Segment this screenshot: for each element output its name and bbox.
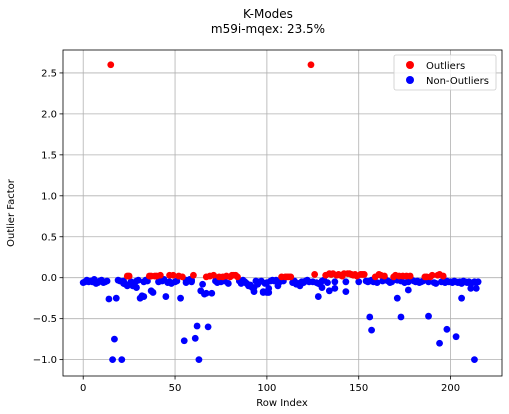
x-tick-label: 200	[441, 383, 460, 394]
y-tick-label: −0.5	[33, 314, 57, 325]
grid	[63, 50, 502, 376]
non-outlier-point	[331, 278, 339, 286]
non-outlier-point	[296, 281, 304, 289]
non-outlier-point	[111, 335, 118, 343]
x-tick-label: 0	[80, 383, 86, 394]
non-outlier-point	[452, 333, 460, 341]
chart-subtitle: m59i-mqex: 23.5%	[211, 22, 325, 36]
y-tick-label: 0.5	[41, 232, 57, 243]
outlier-point	[307, 61, 315, 69]
non-outlier-point	[373, 279, 381, 287]
non-outlier-point	[342, 278, 350, 286]
non-outlier-point	[474, 278, 482, 286]
x-tick-label: 150	[349, 383, 368, 394]
non-outlier-point	[202, 289, 210, 297]
non-outlier-point	[443, 325, 451, 333]
non-outlier-point	[182, 279, 190, 287]
non-outlier-point	[397, 313, 405, 321]
non-outlier-point	[208, 289, 216, 297]
non-outlier-point	[224, 280, 232, 287]
chart-title: K-Modes	[243, 7, 293, 21]
non-outlier-point	[140, 293, 148, 300]
legend-marker-non-outliers	[406, 76, 414, 84]
legend-label-non-outliers: Non-Outliers	[426, 76, 489, 87]
y-tick-label: 2.5	[41, 68, 57, 79]
non-outlier-point	[112, 294, 120, 302]
non-outlier-point	[188, 278, 195, 286]
non-outlier-point	[458, 294, 465, 302]
non-outlier-point	[109, 356, 116, 364]
outlier-point	[406, 272, 414, 280]
y-axis-label: Outlier Factor	[6, 178, 17, 247]
non-outlier-point	[250, 284, 258, 291]
outlier-point	[190, 271, 197, 279]
non-outlier-point	[404, 286, 412, 294]
non-outlier-point	[265, 284, 273, 292]
legend-label-outliers: Outliers	[426, 61, 465, 72]
non-outlier-point	[393, 294, 401, 302]
outlier-point	[210, 271, 218, 279]
non-outlier-point	[425, 312, 432, 320]
non-outlier-point	[368, 326, 375, 334]
x-axis-label: Row Index	[256, 398, 308, 409]
non-outlier-point	[105, 295, 113, 303]
non-outlier-point	[342, 288, 350, 296]
x-tick-label: 100	[257, 383, 276, 394]
non-outlier-point	[472, 284, 480, 292]
outlier-point	[107, 61, 115, 69]
non-outlier-point	[177, 294, 184, 302]
non-outlier-point	[314, 293, 322, 300]
non-outlier-point	[366, 313, 374, 321]
legend: Outliers Non-Outliers	[393, 54, 497, 91]
non-outlier-point	[118, 356, 126, 364]
axis-ticks: 0 50 100 150 200 −1.0 −0.5 0.0 0.5 1.0 1.5 2.0 2.5	[33, 68, 460, 394]
non-outlier-point	[191, 334, 199, 342]
plot-area-frame	[62, 49, 503, 377]
y-tick-label: 2.0	[41, 109, 57, 120]
outlier-point	[234, 273, 241, 281]
non-outlier-point	[147, 287, 155, 295]
outlier-point	[428, 271, 436, 279]
outlier-point	[311, 271, 319, 278]
non-outlier-point	[199, 280, 206, 288]
non-outlier-point	[133, 284, 140, 291]
non-outlier-point	[134, 276, 142, 284]
y-tick-label: 1.0	[41, 191, 57, 202]
non-outlier-point	[254, 278, 262, 286]
non-outlier-point	[193, 322, 201, 330]
non-outlier-point	[204, 323, 212, 331]
non-outlier-point	[355, 278, 363, 286]
non-outlier-point	[467, 284, 475, 292]
outlier-point	[439, 272, 447, 280]
non-outlier-point	[162, 293, 170, 300]
non-outlier-point	[103, 277, 111, 285]
non-outlier-point	[237, 280, 245, 287]
non-outlier-point	[331, 284, 339, 292]
non-outlier-point	[180, 337, 188, 345]
outlier-point	[156, 271, 164, 279]
y-tick-label: −1.0	[33, 355, 57, 366]
non-outlier-point	[436, 339, 443, 347]
legend-marker-outliers	[406, 61, 414, 69]
outlier-point	[287, 273, 295, 281]
outlier-point	[381, 272, 388, 280]
non-outlier-point	[471, 356, 478, 364]
non-outlier-point	[166, 278, 173, 286]
data-points	[79, 61, 482, 364]
x-tick-label: 50	[169, 383, 182, 394]
outlier-point	[169, 271, 177, 279]
non-outlier-point	[325, 287, 333, 295]
non-outlier-point	[432, 280, 440, 287]
outlier-point	[360, 271, 368, 278]
legend-box	[393, 54, 497, 91]
y-tick-label: 0.0	[41, 273, 57, 284]
outlier-point	[178, 273, 186, 281]
outlier-point	[125, 272, 133, 280]
non-outlier-point	[195, 356, 203, 364]
non-outlier-point	[123, 282, 131, 290]
y-tick-label: 1.5	[41, 150, 57, 161]
non-outlier-point	[324, 279, 331, 287]
non-outlier-point	[318, 284, 326, 291]
